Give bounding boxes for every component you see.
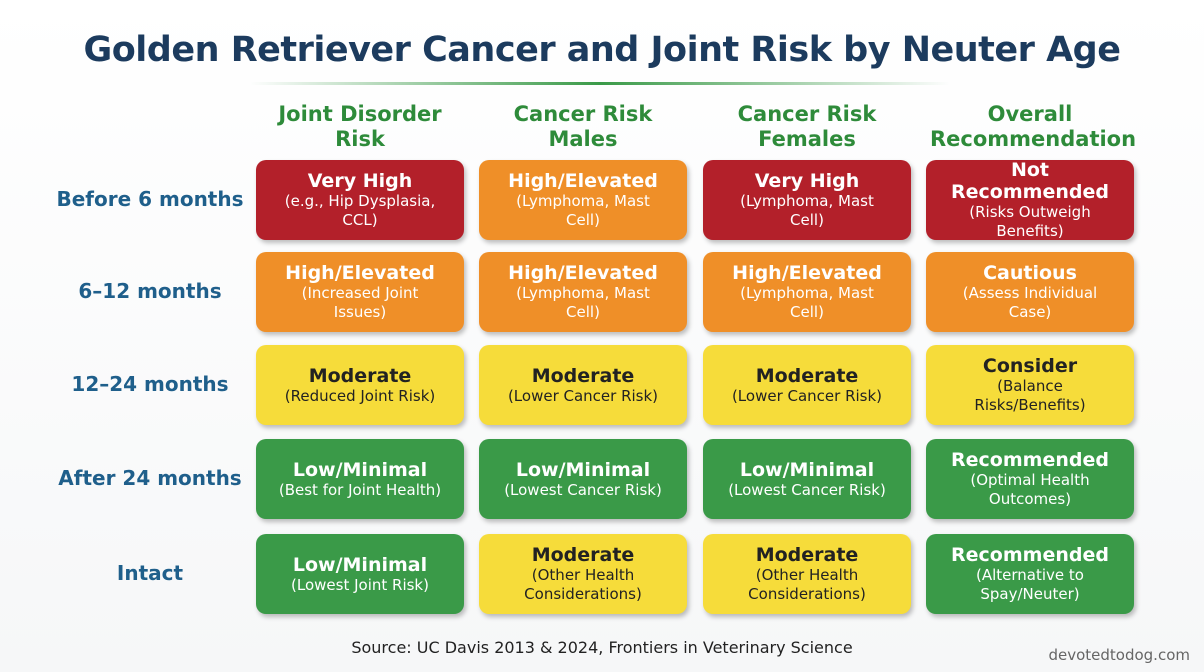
cell-note: (Reduced Joint Risk) — [284, 386, 436, 405]
row-label: 12–24 months — [71, 372, 229, 396]
cell-title: Moderate — [755, 544, 859, 566]
cell-note: (Lowest Joint Risk) — [291, 575, 429, 594]
cell-note: (Lymphoma, Mast Cell) — [740, 192, 874, 229]
cell-note: (Best for Joint Health) — [278, 480, 442, 499]
cell-title: Low/Minimal — [739, 458, 875, 481]
cell-title: Moderate — [531, 364, 635, 387]
cell-title: Moderate — [755, 364, 859, 387]
cell-title: Recommended — [951, 449, 1109, 471]
cell-note: (Risks Outweigh Benefits) — [969, 203, 1091, 240]
row-label: 6–12 months — [78, 279, 222, 303]
cell-note: (Assess Individual Case) — [962, 284, 1098, 321]
cell-title: Moderate — [531, 544, 635, 566]
risk-cell: Low/Minimal (Lowest Cancer Risk) — [479, 439, 687, 519]
risk-cell: High/Elevated (Lymphoma, Mast Cell) — [479, 160, 687, 240]
cell-note: (Optimal Health Outcomes) — [970, 471, 1090, 508]
cell-note: (Lower Cancer Risk) — [507, 386, 659, 405]
cell-note: (Lymphoma, Mast Cell) — [516, 192, 650, 229]
cell-note: (Lower Cancer Risk) — [731, 386, 883, 405]
cell-title: Consider — [982, 355, 1078, 377]
column-header: Joint Disorder Risk — [278, 102, 442, 151]
column-header: Cancer Risk Males — [513, 102, 653, 151]
row-label: After 24 months — [58, 466, 242, 490]
risk-cell: Low/Minimal (Lowest Cancer Risk) — [703, 439, 911, 519]
risk-cell: Low/Minimal (Lowest Joint Risk) — [256, 534, 464, 614]
risk-cell: Consider (Balance Risks/Benefits) — [926, 345, 1134, 425]
cell-note: (Other Health Considerations) — [524, 566, 642, 603]
column-header: Cancer Risk Females — [737, 102, 877, 151]
risk-cell: Moderate (Other Health Considerations) — [703, 534, 911, 614]
cell-title: Moderate — [308, 364, 412, 387]
cell-title: Cautious — [983, 262, 1077, 284]
cell-title: High/Elevated — [732, 262, 882, 284]
title: Golden Retriever Cancer and Joint Risk b… — [83, 30, 1121, 70]
watermark: devotedtodog.com — [1048, 646, 1190, 664]
cell-title: Low/Minimal — [292, 553, 428, 576]
cell-title: Recommended — [951, 544, 1109, 566]
cell-note: (e.g., Hip Dysplasia, CCL) — [284, 192, 436, 229]
cell-note: (Alternative to Spay/Neuter) — [976, 566, 1084, 603]
risk-cell: Low/Minimal (Best for Joint Health) — [256, 439, 464, 519]
risk-cell: High/Elevated (Lymphoma, Mast Cell) — [479, 252, 687, 332]
row-label: Intact — [116, 561, 184, 585]
cell-title: Very High — [754, 170, 860, 192]
risk-cell: Moderate (Lower Cancer Risk) — [479, 345, 687, 425]
cell-note: (Lymphoma, Mast Cell) — [740, 284, 874, 321]
risk-cell: Very High (e.g., Hip Dysplasia, CCL) — [256, 160, 464, 240]
risk-cell: Moderate (Lower Cancer Risk) — [703, 345, 911, 425]
column-header: Overall Recommendation — [930, 102, 1137, 151]
cell-title: Very High — [307, 170, 413, 192]
risk-cell: Recommended (Alternative to Spay/Neuter) — [926, 534, 1134, 614]
row-label: Before 6 months — [56, 187, 244, 211]
cell-note: (Balance Risks/Benefits) — [974, 377, 1086, 414]
cell-note: (Increased Joint Issues) — [301, 284, 419, 321]
cell-note: (Other Health Considerations) — [748, 566, 866, 603]
cell-title: High/Elevated — [508, 262, 658, 284]
risk-cell: High/Elevated (Increased Joint Issues) — [256, 252, 464, 332]
risk-cell: Cautious (Assess Individual Case) — [926, 252, 1134, 332]
cell-title: Low/Minimal — [515, 458, 651, 481]
cell-title: High/Elevated — [508, 170, 658, 192]
risk-cell: High/Elevated (Lymphoma, Mast Cell) — [703, 252, 911, 332]
cell-title: Low/Minimal — [292, 458, 428, 481]
cell-title: Not Recommended — [951, 159, 1109, 203]
risk-cell: Recommended (Optimal Health Outcomes) — [926, 439, 1134, 519]
cell-note: (Lowest Cancer Risk) — [504, 480, 662, 499]
cell-note: (Lowest Cancer Risk) — [728, 480, 886, 499]
risk-cell: Moderate (Other Health Considerations) — [479, 534, 687, 614]
source: Source: UC Davis 2013 & 2024, Frontiers … — [351, 638, 853, 657]
risk-cell: Very High (Lymphoma, Mast Cell) — [703, 160, 911, 240]
cell-title: High/Elevated — [285, 262, 435, 284]
cell-note: (Lymphoma, Mast Cell) — [516, 284, 650, 321]
risk-cell: Moderate (Reduced Joint Risk) — [256, 345, 464, 425]
title-underline — [250, 82, 950, 85]
risk-cell: Not Recommended (Risks Outweigh Benefits) — [926, 159, 1134, 240]
